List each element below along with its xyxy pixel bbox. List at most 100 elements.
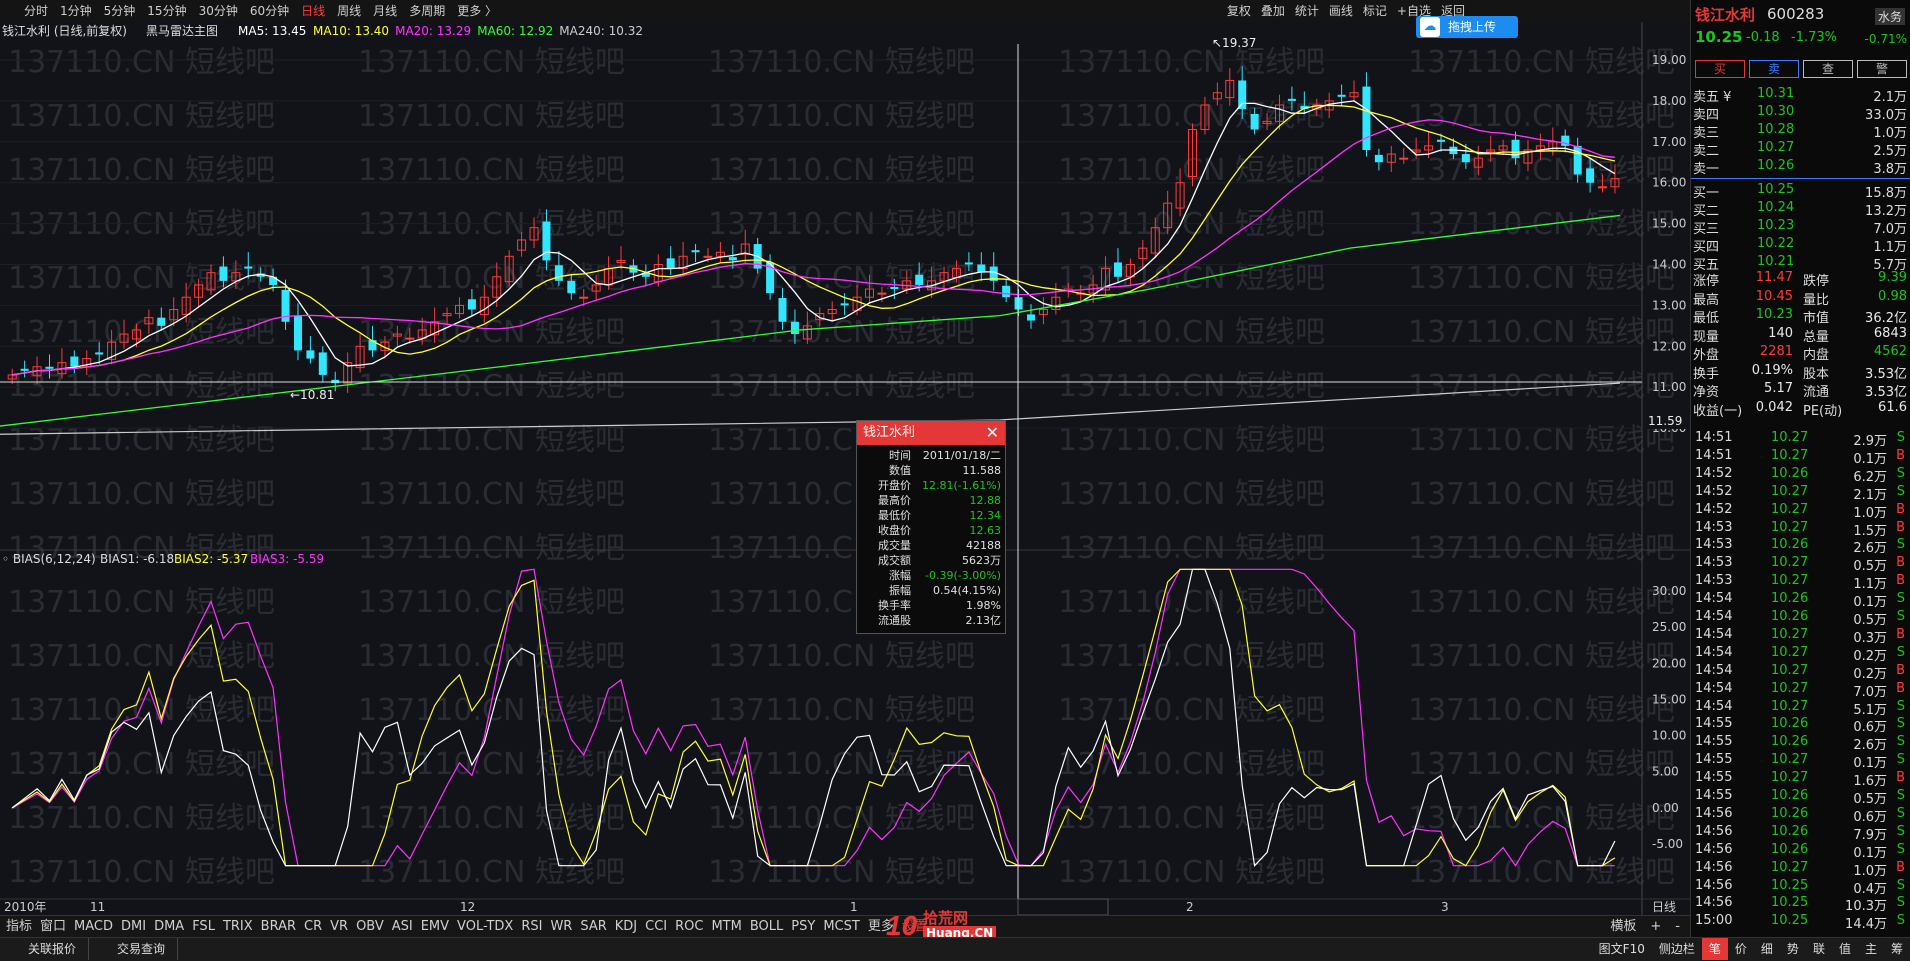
indicator-right-2[interactable]: - [1675, 919, 1680, 934]
close-icon[interactable]: ✕ [985, 423, 999, 442]
tick-price: 10.27 [1771, 430, 1809, 445]
tool-3[interactable]: 画线 [1328, 4, 1353, 18]
indicator-tab-13[interactable]: VOL-TDX [457, 919, 514, 934]
ask-row[interactable]: 卖三 10.28 1.0万 [1691, 122, 1910, 141]
tool-0[interactable]: 复权 [1226, 4, 1251, 18]
tick-price: 10.26 [1771, 734, 1809, 750]
period-tab-4[interactable]: 30分钟 [198, 4, 238, 18]
trade-button-3[interactable]: 警 [1857, 60, 1907, 78]
ask-row[interactable]: 卖五 ¥ 10.31 2.1万 [1691, 86, 1910, 105]
bottom-right-6[interactable]: 联 [1812, 942, 1825, 956]
indicator-tab-16[interactable]: SAR [580, 919, 607, 934]
tick-row: 14:56 10.26 7.9万 S [1691, 824, 1910, 843]
bid-row[interactable]: 买五 10.21 5.7万 [1691, 254, 1910, 273]
indicator-tab-21[interactable]: BOLL [749, 919, 784, 934]
indicator-tab-1[interactable]: 窗口 [40, 919, 67, 934]
period-tab-7[interactable]: 周线 [337, 4, 362, 18]
watermark-text: 137110.CN 短线吧 [1408, 423, 1675, 458]
watermark-text: 137110.CN 短线吧 [8, 153, 275, 188]
bias2-line [11, 568, 1616, 867]
bid-row[interactable]: 买四 10.22 1.1万 [1691, 236, 1910, 255]
watermark-text: 137110.CN 短线吧 [1058, 369, 1325, 404]
indicator-tab-14[interactable]: RSI [521, 919, 543, 934]
stat-row: 净资 5.17 流通 3.53亿 [1691, 381, 1910, 400]
indicator-tab-9[interactable]: VR [330, 919, 349, 934]
bottom-right-5[interactable]: 势 [1786, 942, 1799, 956]
indicator-tab-12[interactable]: EMV [420, 919, 450, 934]
trade-button-0[interactable]: 买 [1695, 60, 1745, 78]
period-tab-3[interactable]: 15分钟 [147, 4, 187, 18]
indicator-tab-20[interactable]: MTM [711, 919, 742, 934]
period-tab-10[interactable]: 更多 〉 [457, 4, 498, 18]
watermark-text: 137110.CN 短线吧 [8, 585, 275, 620]
bottom-right-7[interactable]: 值 [1838, 942, 1851, 956]
bottom-right-0[interactable]: 图文F10 [1598, 942, 1645, 956]
kline-chart[interactable]: 137110.CN 短线吧 137110.CN 短线吧 137110.CN 短线吧 1… [0, 22, 1910, 916]
bid-row[interactable]: 买三 10.23 7.0万 [1691, 218, 1910, 237]
period-tab-9[interactable]: 多周期 [409, 4, 446, 18]
indicator-right-1[interactable]: + [1650, 919, 1662, 934]
indicator-tab-4[interactable]: DMA [154, 919, 185, 934]
bottom-right-1[interactable]: 侧边栏 [1658, 942, 1695, 956]
bid-price: 10.25 [1757, 182, 1795, 197]
period-tab-6[interactable]: 日线 [301, 4, 326, 18]
bottom-right-2[interactable]: 笔 [1701, 938, 1728, 960]
period-tab-2[interactable]: 5分钟 [103, 4, 136, 18]
indicator-tab-15[interactable]: WR [550, 919, 573, 934]
indicator-tab-8[interactable]: CR [304, 919, 323, 934]
indicator-tab-25[interactable]: 设置 [901, 919, 928, 934]
indicator-tab-18[interactable]: CCI [645, 919, 668, 934]
bottom-left-0[interactable]: 关联报价 [0, 938, 90, 960]
stat-value: 11.47 [1755, 270, 1793, 285]
tool-2[interactable]: 统计 [1294, 4, 1319, 18]
ask-row[interactable]: 卖四 10.30 33.0万 [1691, 104, 1910, 123]
candle [802, 311, 812, 344]
period-tab-8[interactable]: 月线 [373, 4, 398, 18]
indicator-tab-22[interactable]: PSY [791, 919, 816, 934]
bid-row[interactable]: 买二 10.24 13.2万 [1691, 200, 1910, 219]
indicator-tab-23[interactable]: MCST [823, 919, 860, 934]
ma-label: MA20: 13.29 [395, 24, 471, 38]
indicator-tab-11[interactable]: ASI [391, 919, 413, 934]
period-toolbar: 分时 1分钟 5分钟 15分钟 30分钟 60分钟 日线 周线 月线 多周期 更多 〉 复权 叠加 统计… [0, 0, 1690, 23]
tool-4[interactable]: 标记 [1362, 4, 1387, 18]
period-tab-1[interactable]: 1分钟 [60, 4, 92, 18]
trade-button-2[interactable]: 查 [1803, 60, 1853, 78]
period-tab-5[interactable]: 60分钟 [249, 4, 290, 18]
indicator-tab-17[interactable]: KDJ [614, 919, 638, 934]
ask-row[interactable]: 卖一 10.26 3.8万 [1691, 158, 1910, 177]
popup-key: 最高价 [878, 494, 911, 507]
bottom-right-8[interactable]: 主 [1864, 942, 1877, 956]
candle [194, 278, 204, 308]
bottom-right-9[interactable]: 筹 [1890, 942, 1903, 956]
bid-row[interactable]: 买一 10.25 15.8万 [1691, 182, 1910, 201]
candle [405, 327, 415, 344]
indicator-tab-6[interactable]: TRIX [222, 919, 253, 934]
upload-button[interactable]: ☁ 拖拽上传 [1416, 16, 1518, 38]
stat-key: 流通 [1803, 385, 1830, 400]
bottom-right-3[interactable]: 价 [1734, 942, 1747, 956]
tool-1[interactable]: 叠加 [1260, 4, 1285, 18]
indicator-tab-7[interactable]: BRAR [260, 919, 297, 934]
tool-6[interactable]: 返回 [1440, 4, 1465, 18]
chart-area[interactable]: 137110.CN 短线吧 137110.CN 短线吧 137110.CN 短线吧 1… [0, 22, 1910, 932]
tick-volume: 1.6万 [1853, 774, 1887, 790]
candle [1262, 113, 1272, 130]
period-tab-0[interactable]: 分时 [24, 4, 49, 18]
cloud-icon: ☁ [1420, 17, 1440, 37]
indicator-tab-3[interactable]: DMI [121, 919, 147, 934]
bottom-left-1[interactable]: 交易查询 [89, 938, 179, 960]
indicator-tab-5[interactable]: FSL [192, 919, 215, 934]
sector-tag[interactable]: 水务 [1874, 8, 1905, 25]
indicator-tab-10[interactable]: OBV [356, 919, 384, 934]
candle [1250, 107, 1259, 135]
ask-row[interactable]: 卖二 10.27 2.5万 [1691, 140, 1910, 159]
indicator-right-0[interactable]: 横板 [1610, 919, 1637, 934]
indicator-tab-0[interactable]: 指标 [6, 919, 33, 934]
tool-5[interactable]: +自选 [1396, 4, 1431, 18]
indicator-tab-24[interactable]: 更多 [867, 919, 894, 934]
bottom-right-4[interactable]: 细 [1760, 942, 1773, 956]
trade-button-1[interactable]: 卖 [1749, 60, 1799, 78]
indicator-tab-2[interactable]: MACD [74, 919, 113, 934]
indicator-tab-19[interactable]: ROC [675, 919, 704, 934]
